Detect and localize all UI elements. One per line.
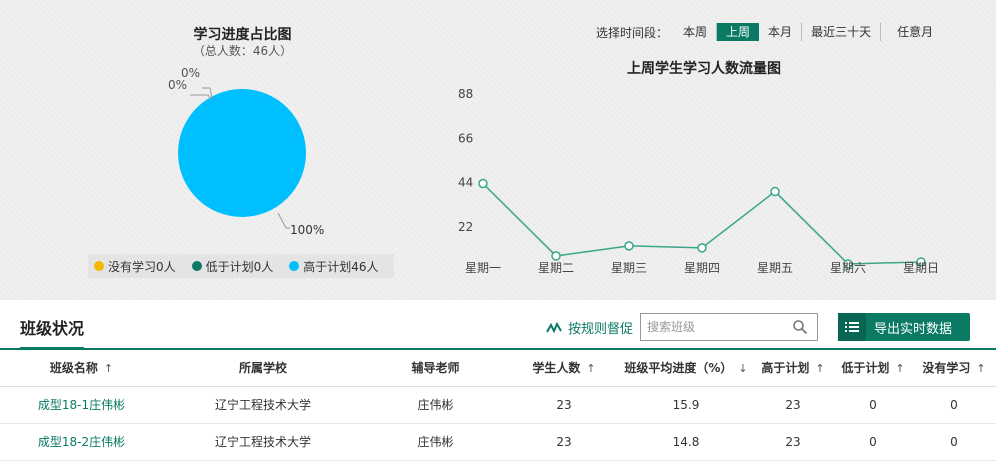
student-count-cell: 23	[508, 386, 620, 424]
above-plan-cell: 23	[752, 386, 834, 424]
table-row: 成型18-1庄伟彬 辽宁工程技术大学 庄伟彬 23 15.9 23 0 0	[0, 386, 996, 424]
table-row: 成型18-2庄伟彬 辽宁工程技术大学 庄伟彬 23 14.8 23 0 0	[0, 423, 996, 461]
dashboard-charts-panel	[0, 0, 996, 300]
x-tick-label: 星期二	[538, 261, 574, 275]
time-range-label: 选择时间段：	[596, 25, 669, 40]
section-title: 班级状况	[20, 315, 85, 350]
x-tick-label: 星期日	[903, 261, 939, 275]
pie-leader-line	[190, 94, 213, 101]
time-range-last-week[interactable]: 上周	[717, 23, 760, 41]
header-below-plan[interactable]: 低于计划 ↑	[834, 350, 912, 387]
header-class-name[interactable]: 班级名称 ↑	[0, 350, 163, 387]
header-school: 所属学校	[163, 350, 363, 387]
school-cell: 辽宁工程技术大学	[163, 386, 363, 424]
pie-legend: 没有学习0人 低于计划0人 高于计划46人	[88, 254, 394, 278]
class-name-link[interactable]: 成型18-1庄伟彬	[0, 386, 163, 424]
avg-progress-cell: 15.9	[620, 386, 752, 424]
pie-chart-title: 学习进度占比图	[193, 27, 292, 43]
sort-icon: ↑	[895, 362, 905, 376]
y-tick-label: 66	[458, 131, 473, 145]
no-study-cell: 0	[912, 386, 996, 424]
data-point[interactable]	[770, 186, 780, 197]
data-point[interactable]	[478, 178, 488, 189]
data-point[interactable]	[843, 259, 853, 269]
class-status-toolbar	[0, 300, 996, 350]
class-name-link[interactable]: 成型18-2庄伟彬	[0, 423, 163, 461]
pie-leader-line	[277, 212, 290, 229]
pie-label-no-study: 0%	[181, 66, 200, 80]
x-tick-label: 星期四	[684, 261, 720, 275]
sort-icon: ↓	[738, 362, 748, 376]
header-student-count[interactable]: 学生人数 ↑	[508, 350, 620, 387]
below-plan-cell: 0	[834, 423, 912, 461]
export-realtime-data-button[interactable]: 导出实时数据	[838, 313, 970, 341]
pulse-icon	[546, 321, 562, 333]
x-tick-label: 星期一	[465, 261, 501, 275]
above-plan-cell: 23	[752, 423, 834, 461]
table-header-row: 班级名称 ↑ 所属学校 辅导老师 学生人数 ↑ 班级平均进度（%） ↓ 高于计划 ↑ 低…	[0, 350, 996, 387]
remind-by-rule-link[interactable]: 按规则督促	[546, 318, 633, 337]
pie-chart-subtitle: （总人数：46人）	[192, 44, 293, 58]
sort-icon: ↑	[815, 362, 825, 376]
tutor-cell: 庄伟彬	[363, 386, 508, 424]
time-range-last-30-days[interactable]: 最近三十天	[802, 23, 882, 41]
time-range-this-month[interactable]: 本月	[759, 23, 803, 41]
progress-pie-chart: 0% 0% 100%	[168, 66, 324, 237]
tutor-cell: 庄伟彬	[363, 423, 508, 461]
header-tutor: 辅导老师	[363, 350, 508, 387]
time-range-any-month[interactable]: 任意月	[897, 25, 934, 39]
legend-item-below-plan[interactable]: 低于计划0人	[191, 258, 274, 275]
list-icon	[838, 313, 866, 341]
sort-icon: ↑	[103, 362, 114, 376]
line-chart-title: 上周学生学习人数流量图	[627, 61, 781, 77]
x-tick-label: 星期三	[611, 261, 647, 275]
remind-by-rule-label: 按规则督促	[568, 322, 634, 337]
search-icon[interactable]	[789, 316, 811, 338]
no-study-cell: 0	[912, 423, 996, 461]
pie-leader-line	[202, 87, 213, 99]
data-point[interactable]	[624, 241, 634, 251]
y-tick-label: 88	[458, 87, 473, 101]
legend-label: 低于计划0人	[205, 259, 274, 274]
x-tick-label: 星期五	[757, 261, 793, 275]
legend-label: 高于计划46人	[303, 259, 379, 274]
time-range-selector: 选择时间段： 本周 上周 本月 最近三十天 任意月	[596, 22, 942, 42]
legend-dot-icon	[94, 261, 104, 271]
weekly-learners-line-chart: 88 66 44 22 星期一 星期二 星期三 星期四 星期五 星期六 星期日	[458, 87, 939, 275]
class-status-table: 班级名称 ↑ 所属学校 辅导老师 学生人数 ↑ 班级平均进度（%） ↓ 高于计划 ↑ 低…	[0, 350, 996, 461]
header-avg-progress[interactable]: 班级平均进度（%） ↓	[620, 350, 752, 387]
sort-icon: ↑	[976, 362, 986, 376]
legend-label: 没有学习0人	[108, 259, 176, 274]
pie-slice-above-plan[interactable]	[178, 89, 306, 217]
legend-item-no-study[interactable]: 没有学习0人	[94, 258, 176, 275]
y-tick-label: 22	[458, 220, 473, 234]
data-point[interactable]	[697, 243, 707, 253]
header-above-plan[interactable]: 高于计划 ↑	[752, 350, 834, 387]
legend-item-above-plan[interactable]: 高于计划46人	[289, 258, 379, 275]
pie-label-below-plan: 0%	[168, 78, 187, 92]
school-cell: 辽宁工程技术大学	[163, 423, 363, 461]
x-tick-label: 星期六	[830, 261, 866, 275]
data-point[interactable]	[551, 251, 561, 261]
sort-icon: ↑	[586, 362, 596, 376]
export-label: 导出实时数据	[874, 321, 953, 337]
student-count-cell: 23	[508, 423, 620, 461]
class-search-box	[640, 313, 818, 341]
data-point[interactable]	[916, 257, 926, 267]
class-search-input[interactable]	[641, 315, 789, 339]
below-plan-cell: 0	[834, 386, 912, 424]
legend-dot-icon	[191, 261, 202, 271]
y-tick-label: 44	[458, 176, 473, 190]
time-range-this-week[interactable]: 本周	[674, 23, 718, 41]
legend-dot-icon	[289, 261, 300, 271]
header-no-study[interactable]: 没有学习 ↑	[912, 350, 996, 387]
avg-progress-cell: 14.8	[620, 423, 752, 461]
pie-label-above-plan: 100%	[290, 223, 324, 237]
